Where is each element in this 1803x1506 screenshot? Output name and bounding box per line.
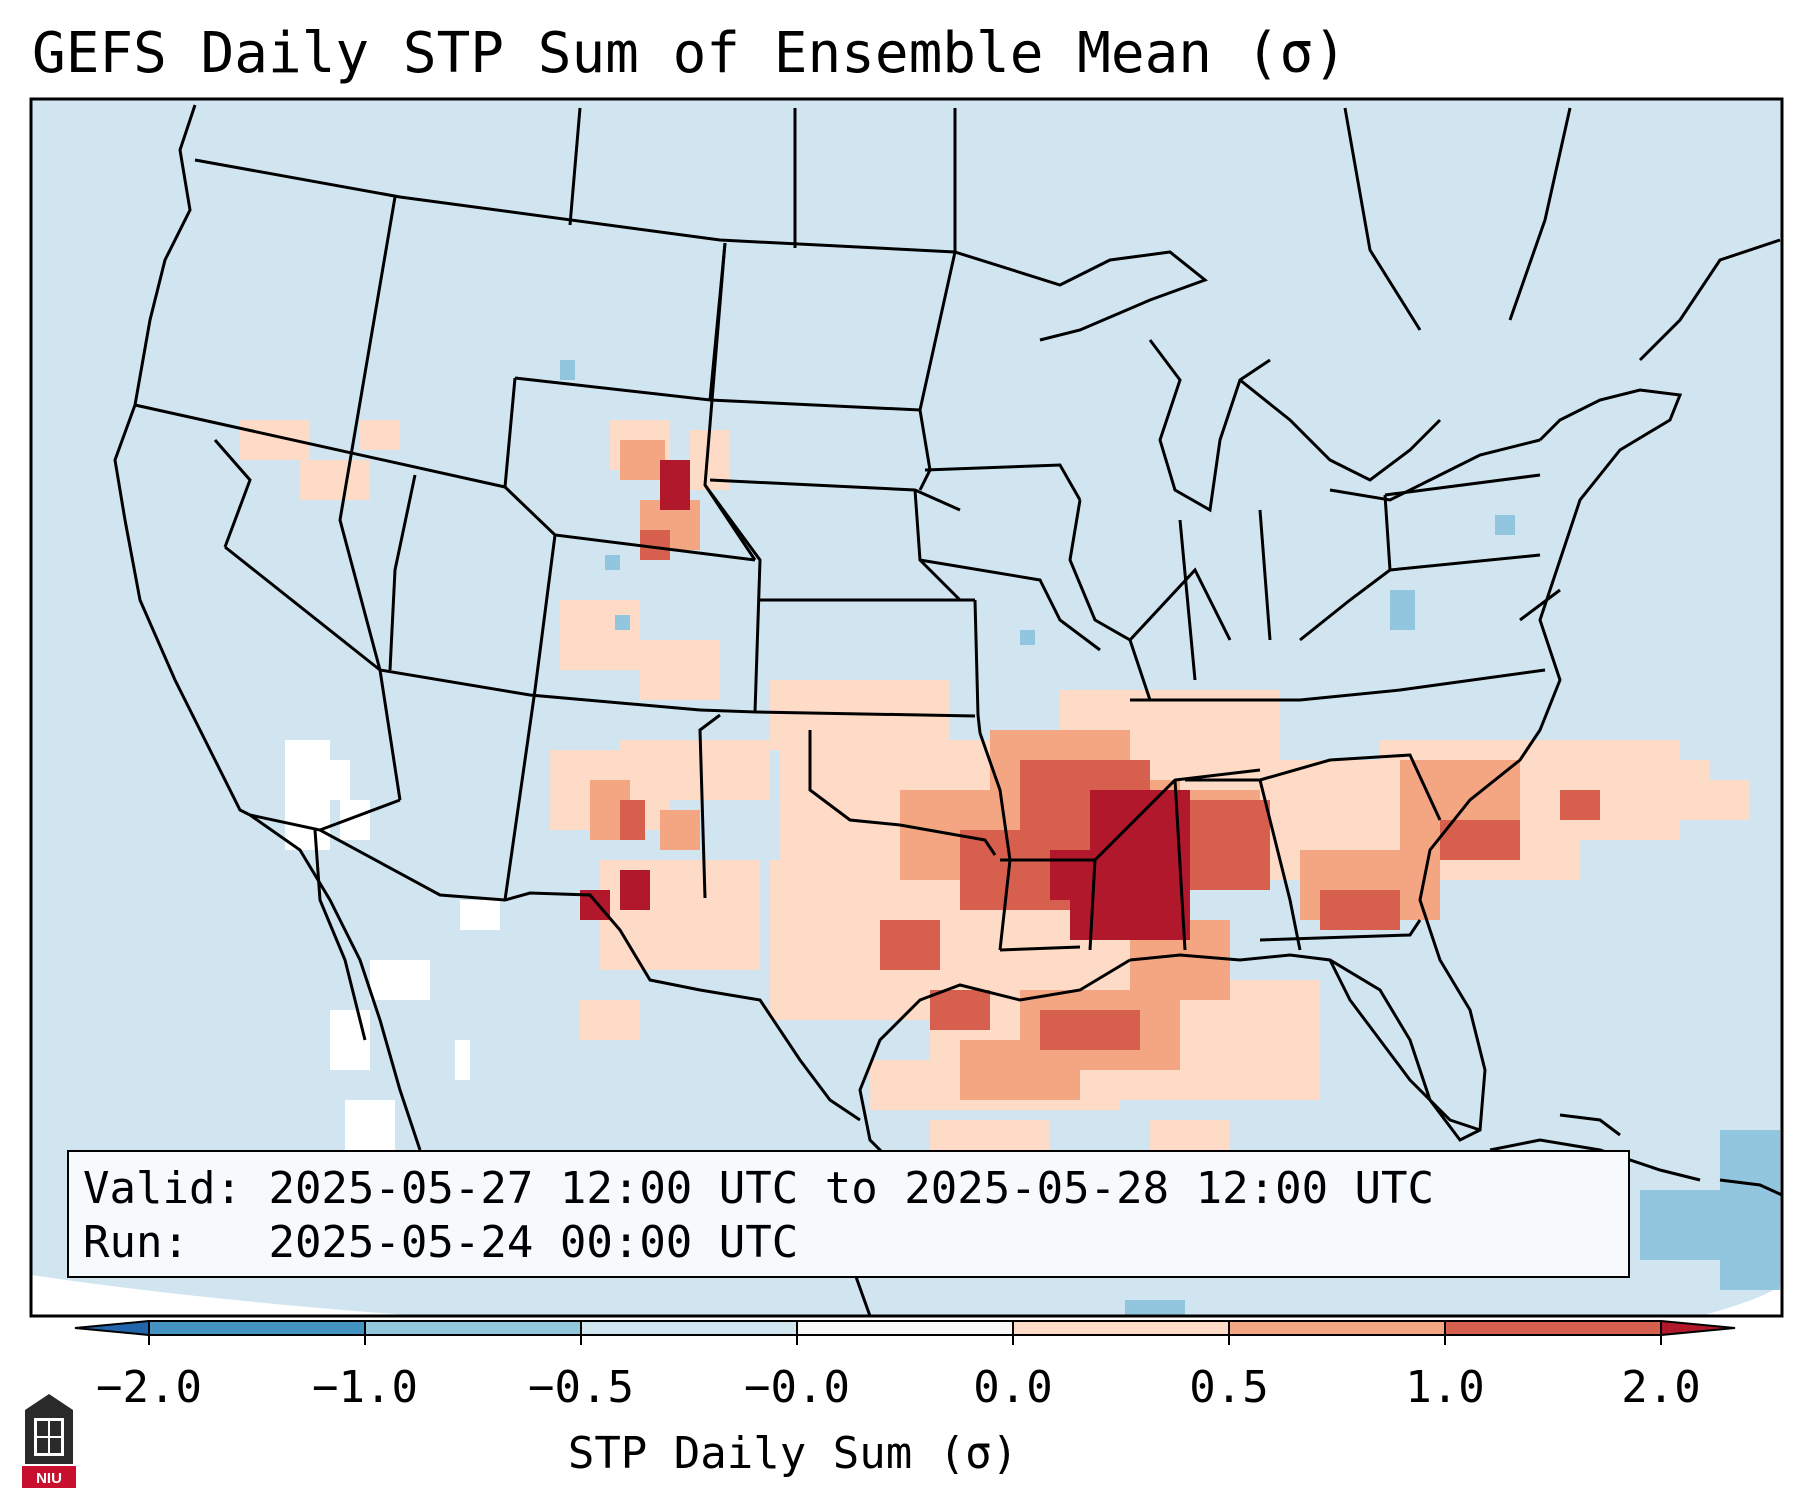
colorbar-bin-4 [796,1320,1014,1336]
stp-cell [615,615,630,630]
stp-cell [1125,1300,1185,1316]
stp-cell [330,1010,370,1070]
stp-cell [455,1040,470,1080]
niu-logo: NIU [22,1394,76,1488]
run-value: 2025-05-24 00:00 UTC [268,1217,799,1268]
stp-cell [560,360,575,380]
stp-cell [1320,890,1400,930]
colorbar-tick-label: 0.5 [1189,1362,1269,1413]
stp-cell [1560,790,1600,820]
colorbar-bin-1 [148,1320,366,1336]
stp-cell [580,1000,640,1040]
stp-cell [460,900,500,930]
stp-cell [620,870,650,910]
colorbar-extend-low [74,1319,150,1337]
colorbar-tick-label: −0.5 [528,1362,634,1413]
stp-cell [1050,850,1090,900]
colorbar-bin-7 [1444,1320,1662,1336]
stp-cell [620,800,645,840]
run-row: Run: 2025-05-24 00:00 UTC [83,1216,1614,1270]
stp-cell [1020,630,1035,645]
stp-cell [1240,1020,1320,1100]
colorbar-bin-6 [1228,1320,1446,1336]
colorbar [74,1319,1736,1345]
colorbar-extend-high [1660,1319,1736,1337]
stp-cell [1040,1010,1140,1050]
colorbar-bin-3 [580,1320,798,1336]
logo-text: NIU [36,1470,62,1487]
stp-cell [320,760,350,800]
stp-cell [880,920,940,970]
colorbar-tick-label: −0.0 [744,1362,850,1413]
valid-run-box: Valid: 2025-05-27 12:00 UTC to 2025-05-2… [67,1150,1630,1278]
stp-cell [1495,515,1515,535]
valid-row: Valid: 2025-05-27 12:00 UTC to 2025-05-2… [83,1162,1614,1216]
stp-cell [640,640,720,700]
run-label: Run: [83,1217,189,1268]
stp-cell [1190,800,1270,890]
projection-edge [31,1275,420,1316]
stp-cell [560,600,640,670]
page-title: GEFS Daily STP Sum of Ensemble Mean (σ) [32,21,1347,86]
colorbar-tick-label: −1.0 [312,1362,418,1413]
colorbar-tick-label: −2.0 [96,1362,202,1413]
valid-value: 2025-05-27 12:00 UTC to 2025-05-28 12:00… [268,1163,1435,1214]
colorbar-bin-5 [1012,1320,1230,1336]
valid-label: Valid: [83,1163,242,1214]
colorbar-tick-label: 0.0 [973,1362,1053,1413]
stp-cell [1390,590,1415,630]
colorbar-tick-label: 2.0 [1621,1362,1701,1413]
stp-cell [370,960,430,1000]
map-frame [29,97,1784,1318]
stp-cell [1590,780,1750,820]
stp-cell [660,810,700,850]
stp-cell [360,420,400,450]
stp-cell [620,440,665,480]
projection-edge-right [1700,1285,1782,1316]
stp-cell [660,460,690,510]
stp-cell [300,460,370,500]
state-borders [113,104,1782,1316]
colorbar-tick-label: 1.0 [1405,1362,1485,1413]
stp-cell [930,990,990,1030]
stp-cell [605,555,620,570]
colorbar-title: STP Daily Sum (σ) [567,1428,1019,1479]
colorbar-bin-2 [364,1320,582,1336]
stp-cell [1640,1190,1730,1260]
stp-cell [1440,820,1520,860]
